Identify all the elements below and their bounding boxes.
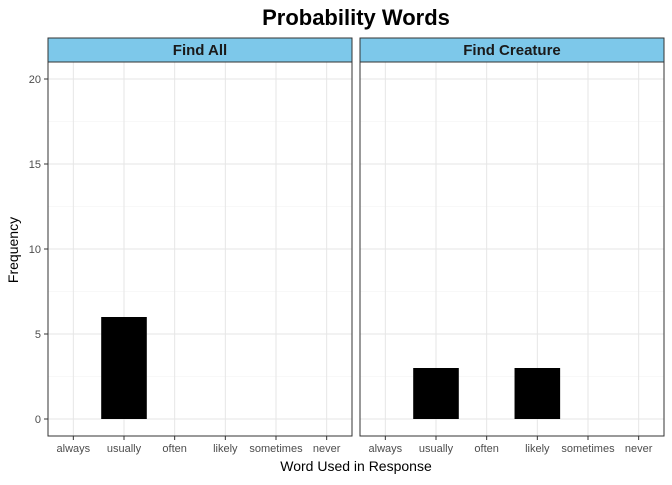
x-tick-label: sometimes: [249, 443, 303, 455]
x-tick-label: likely: [525, 443, 550, 455]
bar: [413, 368, 459, 419]
x-tick-label: usually: [107, 443, 142, 455]
x-tick-label: always: [57, 443, 91, 455]
x-tick-label: often: [162, 443, 186, 455]
y-tick-label: 5: [35, 329, 41, 341]
y-tick-label: 0: [35, 414, 41, 426]
bar: [514, 368, 561, 419]
x-tick-label: likely: [213, 443, 238, 455]
x-tick-label: never: [625, 443, 653, 455]
facet-panel: Find All always usually often likely sometime…: [29, 37, 353, 455]
y-tick-label: 20: [29, 74, 41, 86]
y-axis-label: Frequency: [5, 217, 21, 283]
facet-panels: Find All always usually often likely sometime…: [29, 37, 665, 455]
x-tick-label: sometimes: [561, 443, 615, 455]
y-tick-label: 10: [29, 244, 41, 256]
bar: [101, 317, 147, 419]
x-tick-label: always: [369, 443, 403, 455]
x-tick-label: usually: [419, 443, 454, 455]
x-tick-label: often: [474, 443, 498, 455]
facet-strip-label: Find All: [173, 42, 227, 59]
panel-border: [359, 61, 665, 437]
chart-title: Probability Words: [262, 5, 450, 30]
facet-strip: [47, 37, 353, 63]
facet-strip-label: Find Creature: [463, 42, 561, 59]
facet-panel: Find Creature always usually often likely som…: [359, 37, 665, 455]
x-axis-label: Word Used in Response: [280, 458, 432, 474]
x-tick-label: never: [313, 443, 341, 455]
y-tick-label: 15: [29, 159, 41, 171]
